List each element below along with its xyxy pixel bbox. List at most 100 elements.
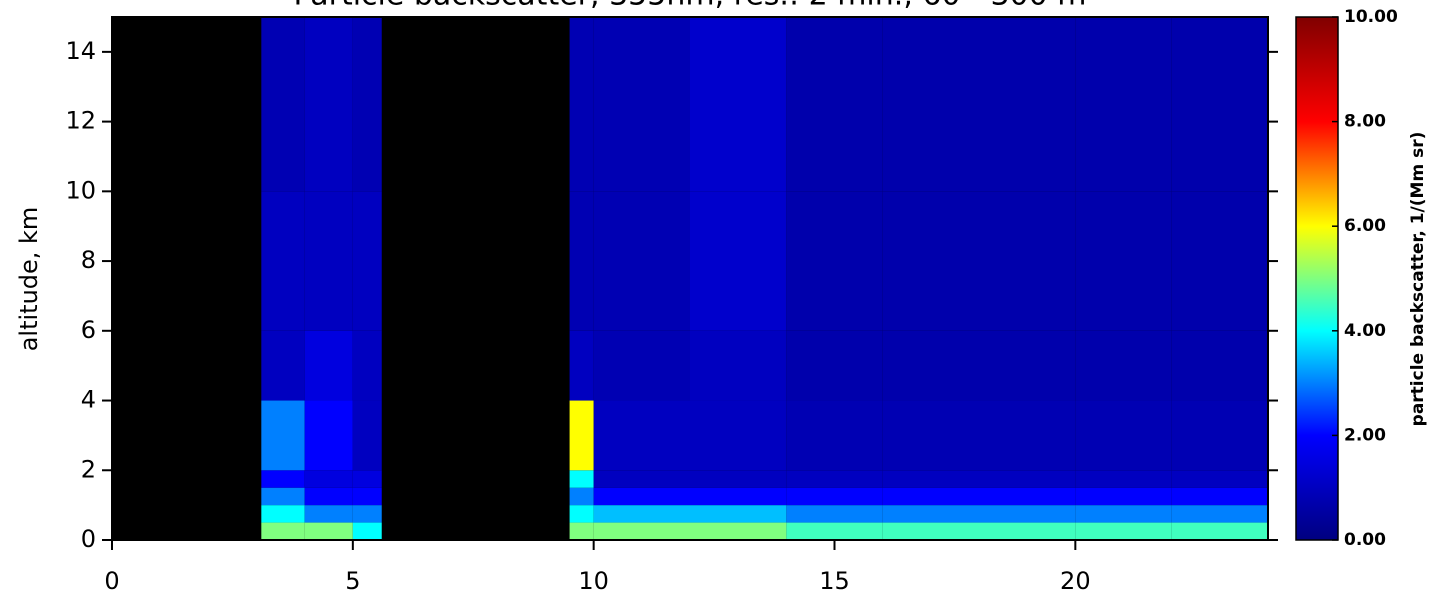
y-tick-label: 0 [81,525,96,553]
colorbar [1295,16,1339,541]
y-tick-label: 2 [81,455,96,483]
heatmap-cell [1075,400,1172,471]
y-tick-label: 14 [65,37,96,65]
y-tick-label: 4 [81,386,96,414]
heatmap-cell [882,330,979,401]
heatmap-cell [261,330,305,401]
heatmap-cell [786,522,883,540]
heatmap-cell [569,522,594,540]
heatmap-cell [304,505,353,523]
heatmap-cell [1075,330,1172,401]
heatmap-cell [304,470,353,488]
heatmap-cell [690,487,787,506]
heatmap-cell [1075,505,1172,523]
heatmap-cell [352,522,382,540]
heatmap-cell [352,400,382,471]
heatmap-cell [1171,470,1268,488]
heatmap-cell [352,17,382,192]
y-tick-label: 6 [81,316,96,344]
heatmap-cell [1075,487,1172,506]
heatmap-cell [882,522,979,540]
colorbar-label: particle backscatter, 1/(Mm sr) [1408,132,1428,427]
heatmap-cell [786,487,883,506]
heatmap-cell [979,17,1076,192]
heatmap-cell [261,400,305,471]
colorbar-tick-label: 10.00 [1344,7,1398,27]
heatmap-cell [304,330,353,401]
heatmap-cell [352,505,382,523]
x-tick-label: 15 [819,567,850,595]
heatmap-cell [593,17,690,192]
x-tick-label: 5 [345,567,360,595]
heatmap-cell [352,330,382,401]
heatmap-cell [1075,522,1172,540]
heatmap-cell [690,505,787,523]
y-tick-label: 10 [65,176,96,204]
heatmap-cell [593,487,690,506]
heatmap-cell [882,470,979,488]
heatmap-cell [690,522,787,540]
x-tick-label: 0 [104,567,119,595]
heatmap-cell [1171,17,1268,192]
colorbar-tick-label: 4.00 [1344,321,1386,341]
heatmap-cell [1171,505,1268,523]
heatmap-cell [261,487,305,506]
heatmap-cell [304,400,353,471]
y-axis-label: altitude, km [15,207,43,352]
heatmap-cell [690,330,787,401]
heatmap-cell [304,522,353,540]
heatmap-cell [1075,191,1172,331]
heatmap-cell [593,191,690,331]
heatmap-cell [593,330,690,401]
heatmap-cell [569,330,594,401]
heatmap-cell [352,191,382,331]
heatmap-cell [352,470,382,488]
plot-frame [111,16,1269,541]
heatmap-cell [786,330,883,401]
heatmap-cell [786,400,883,471]
heatmap-cell [1075,17,1172,192]
heatmap-cell [690,400,787,471]
chart-title: Particle backscatter, 355nm, res.: 2 min… [294,0,1087,13]
y-tick-label: 8 [81,246,96,274]
heatmap-cell [304,191,353,331]
heatmap-cell [569,505,594,523]
heatmap-cell [569,400,594,471]
heatmap-cell [569,487,594,506]
x-tick-label: 20 [1060,567,1091,595]
heatmap-cell [593,505,690,523]
heatmap-cell [979,330,1076,401]
heatmap-cell [352,487,382,506]
heatmap-cell [979,487,1076,506]
heatmap-cell [261,17,305,192]
heatmap-cell [1171,400,1268,471]
heatmap-cell [690,470,787,488]
heatmap-cell [882,400,979,471]
heatmap-cell [690,17,787,192]
heatmap-cell [261,522,305,540]
heatmap-cell [690,191,787,331]
heatmap-cell [1171,522,1268,540]
heatmap-cell [786,470,883,488]
heatmap-cell [979,191,1076,331]
heatmap-cell [1171,487,1268,506]
heatmap-cell [979,470,1076,488]
heatmap-cell [979,522,1076,540]
heatmap-cell [1075,470,1172,488]
heatmap-cell [593,522,690,540]
heatmap-cell [569,470,594,488]
heatmap-cell [786,17,883,192]
colorbar-tick-label: 0.00 [1344,530,1386,550]
heatmap-cell [593,470,690,488]
heatmap-cell [261,191,305,331]
heatmap-cell [1171,330,1268,401]
heatmap-cell [1171,191,1268,331]
heatmap-cell [786,505,883,523]
y-tick-label: 12 [65,107,96,135]
heatmap-cell [261,505,305,523]
heatmap-cell [593,400,690,471]
heatmap-cell [569,17,594,192]
heatmap-cell [882,191,979,331]
heatmap-cell [304,487,353,506]
